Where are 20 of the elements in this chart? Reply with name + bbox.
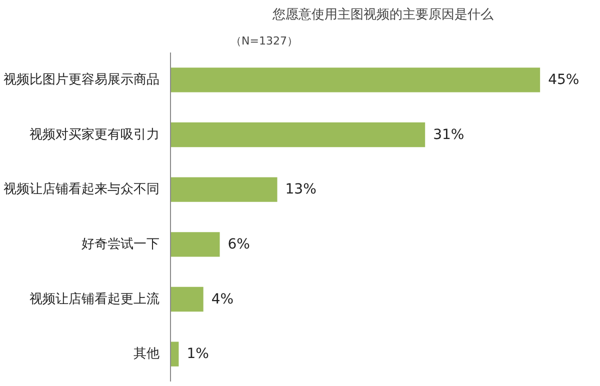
chart-title: 您愿意使用主图视频的主要原因是什么	[272, 6, 494, 22]
chart-subtitle: （N=1327）	[230, 34, 298, 48]
data-label: 4%	[211, 291, 234, 308]
bar	[170, 286, 204, 312]
y-tick-label: 好奇尝试一下	[82, 236, 160, 252]
bar	[170, 122, 426, 148]
bar	[170, 342, 179, 366]
data-label: 31%	[433, 126, 464, 143]
data-label: 13%	[285, 182, 316, 198]
y-tick-label: 视频比图片更容易展示商品	[4, 71, 160, 88]
bar	[170, 232, 220, 257]
y-tick-label: 其他	[134, 346, 160, 362]
y-tick-label: 视频对买家更有吸引力	[30, 126, 160, 142]
data-label: 6%	[228, 236, 250, 252]
data-label: 1%	[186, 346, 209, 362]
bar	[170, 68, 540, 92]
y-tick-label: 视频让店铺看起更上流	[30, 290, 160, 307]
data-label: 45%	[548, 72, 580, 88]
bar	[170, 177, 278, 202]
y-tick-label: 视频让店铺看起来与众不同	[4, 181, 160, 198]
